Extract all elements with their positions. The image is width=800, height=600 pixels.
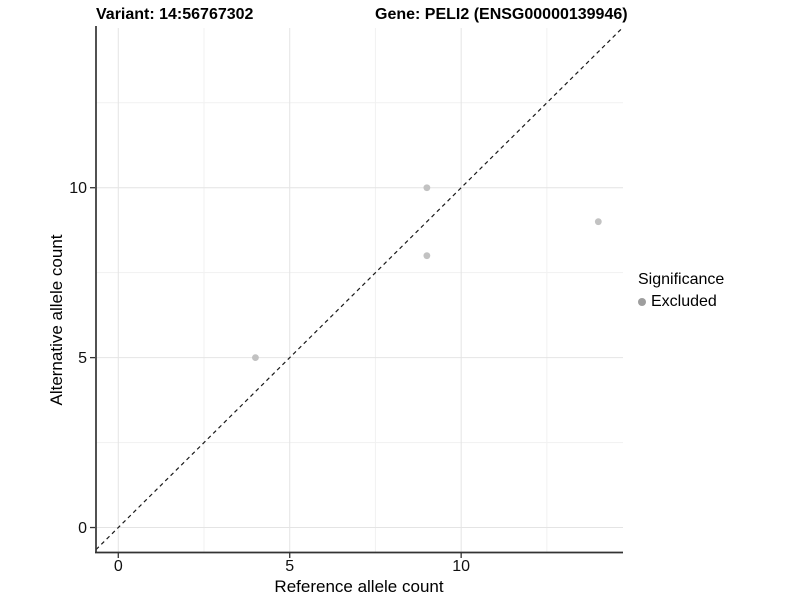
gene-title: Gene: PELI2 (ENSG00000139946) (375, 6, 628, 23)
y-axis-title: Alternative allele count (47, 234, 66, 406)
data-point (252, 354, 259, 362)
x-tick-label: 0 (114, 558, 123, 575)
data-point (423, 252, 431, 260)
y-tick-label: 10 (69, 180, 87, 197)
x-tick-label: 5 (285, 558, 294, 575)
data-point (594, 218, 602, 226)
excluded-point-icon (638, 298, 646, 306)
legend: Significance Excluded (638, 271, 724, 311)
legend-item-excluded: Excluded (638, 293, 724, 311)
data-point (423, 184, 431, 192)
y-tick-label: 0 (78, 520, 87, 537)
identity-line (95, 27, 623, 551)
x-tick-label: 10 (452, 558, 470, 575)
variant-title: Variant: 14:56767302 (96, 6, 254, 23)
y-tick-label: 5 (78, 350, 87, 367)
legend-title: Significance (638, 271, 725, 288)
x-axis-title: Reference allele count (274, 577, 444, 596)
legend-item-label: Excluded (651, 293, 717, 310)
